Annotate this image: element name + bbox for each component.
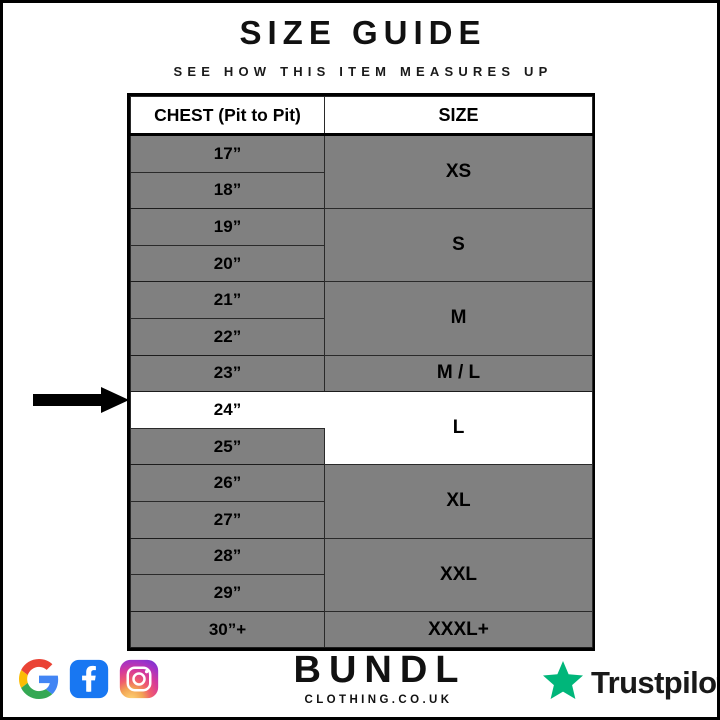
chest-cell: 22” [130, 317, 325, 356]
table-row: 29” [130, 574, 593, 612]
size-cell: XXL [324, 537, 593, 612]
table-row: 23” M / L [130, 354, 593, 393]
table-header-row: CHEST (Pit to Pit) SIZE [130, 96, 593, 136]
table-row: 26” XL [130, 464, 593, 539]
column-header-size: SIZE [324, 96, 593, 136]
social-links [19, 659, 159, 699]
chest-cell: 29” [130, 574, 325, 612]
page-title: SIZE GUIDE [239, 14, 487, 51]
chest-cell: 19” [130, 208, 325, 246]
chest-cell: 17” [130, 134, 325, 173]
table-row: 18” [130, 171, 593, 210]
table-row: 24” L [130, 391, 593, 466]
footer: BUNDL CLOTHING.CO.UK Trustpilot [3, 639, 720, 717]
table-row: 21” M [130, 281, 593, 356]
brand-domain: CLOTHING.CO.UK [304, 694, 453, 706]
trustpilot-wordmark: Trustpilot [591, 665, 720, 700]
size-cell: XS [324, 133, 593, 210]
table-row: 30”+ XXXL+ [130, 610, 593, 649]
table-row: 17” XS [130, 133, 593, 210]
facebook-icon[interactable] [69, 659, 109, 699]
table-row: 27” [130, 500, 593, 539]
column-header-chest: CHEST (Pit to Pit) [130, 96, 325, 136]
chest-cell: 18” [130, 171, 325, 210]
size-cell: XL [324, 464, 593, 539]
chest-cell: 21” [130, 281, 325, 319]
chest-cell: 30”+ [130, 610, 325, 649]
arrow-right-icon [33, 387, 129, 413]
trustpilot-logo[interactable]: Trustpilot [543, 661, 720, 704]
table-row: 25” [130, 427, 593, 466]
google-icon[interactable] [19, 659, 59, 699]
chest-cell: 24” [130, 391, 325, 429]
size-cell: M [324, 281, 593, 356]
table-row: 19” S [130, 208, 593, 283]
chest-cell: 23” [130, 354, 325, 393]
size-cell: L [324, 391, 593, 466]
table-body: 17” XS 18” 19” S 20” 21” M 22” 23” M / L 24” L 25” 26”… [130, 133, 593, 649]
size-cell: XXXL+ [324, 610, 593, 649]
size-cell: S [324, 208, 593, 283]
table-row: 20” [130, 244, 593, 283]
page-subtitle: SEE HOW THIS ITEM MEASURES UP [173, 64, 553, 80]
chest-cell: 28” [130, 537, 325, 576]
brand-logo: BUNDL CLOTHING.CO.UK [271, 651, 481, 707]
chest-cell: 27” [130, 500, 325, 539]
trustpilot-star-icon [543, 661, 583, 704]
instagram-icon[interactable] [119, 659, 159, 699]
brand-name: BUNDL [293, 649, 467, 691]
size-cell: M / L [324, 354, 593, 393]
header: SIZE GUIDE SEE HOW THIS ITEM MEASURES UP [3, 14, 717, 80]
table-row: 28” XXL [130, 537, 593, 612]
chest-cell: 25” [130, 427, 325, 466]
chest-cell: 26” [130, 464, 325, 502]
chest-cell: 20” [130, 244, 325, 283]
size-guide-table: CHEST (Pit to Pit) SIZE 17” XS 18” 19” S 20” 2… [127, 93, 595, 652]
